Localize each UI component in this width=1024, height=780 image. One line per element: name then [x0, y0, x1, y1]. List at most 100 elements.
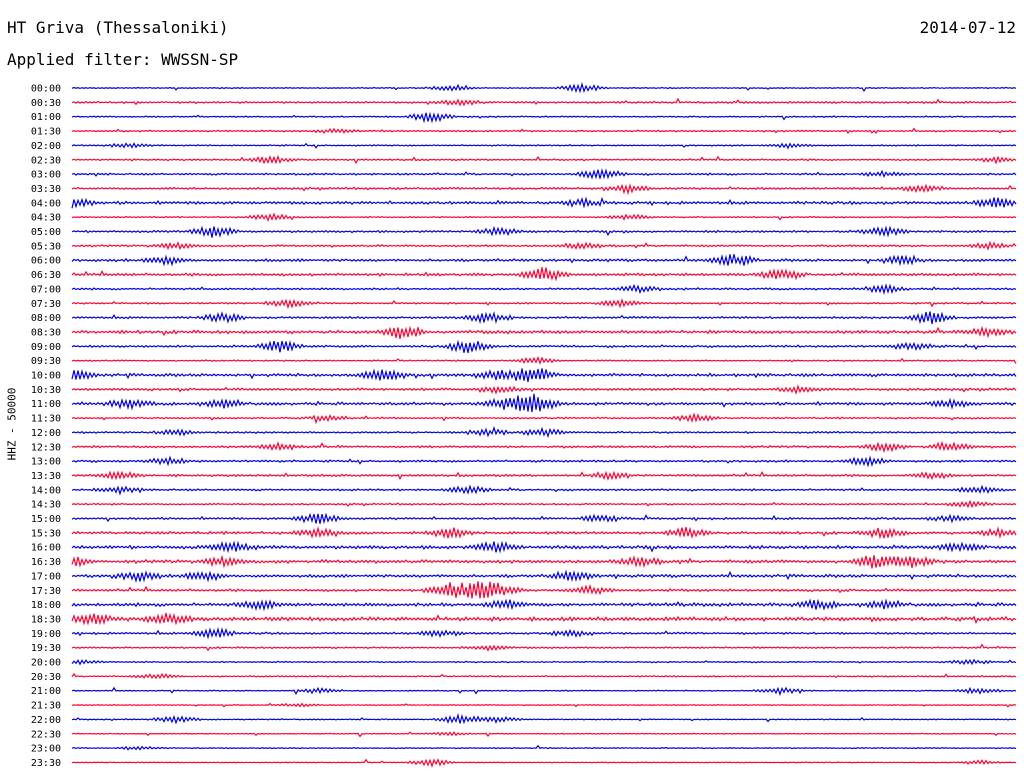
seismogram-trace: [71, 267, 1017, 282]
time-tick-label: 03:30: [31, 184, 61, 195]
seismogram-trace: [71, 368, 1017, 383]
time-tick-label: 06:00: [31, 256, 61, 267]
time-tick-label: 01:30: [31, 127, 61, 138]
seismogram-trace: [71, 154, 1017, 165]
seismogram-trace: [71, 512, 1017, 525]
time-tick-label: 13:00: [31, 457, 61, 468]
seismogram-trace: [71, 225, 1017, 239]
seismogram-trace: [71, 253, 1017, 267]
time-tick-label: 03:00: [31, 170, 61, 181]
time-tick-label: 16:30: [31, 557, 61, 568]
seismogram-trace: [71, 97, 1017, 107]
seismogram-trace: [71, 672, 1017, 680]
time-tick-label: 06:30: [31, 270, 61, 281]
seismogram-traces: [71, 81, 1017, 768]
time-tick-label: 12:00: [31, 428, 61, 439]
seismogram-trace: [71, 298, 1017, 310]
seismogram-trace: [71, 712, 1017, 725]
seismogram-trace: [71, 626, 1017, 640]
time-tick-label: 14:30: [31, 500, 61, 511]
time-tick-label: 17:00: [31, 571, 61, 582]
time-tick-label: 08:00: [31, 313, 61, 324]
time-tick-label: 22:00: [31, 715, 61, 726]
seismogram-trace: [71, 283, 1017, 296]
seismogram-trace: [71, 196, 1017, 209]
seismogram-trace: [71, 569, 1017, 584]
time-tick-label: 11:00: [31, 399, 61, 410]
time-tick-label: 18:30: [31, 614, 61, 625]
time-tick-label: 05:00: [31, 227, 61, 238]
date-label: 2014-07-12: [919, 18, 1016, 37]
time-tick-label: 16:00: [31, 543, 61, 554]
time-tick-label: 08:30: [31, 327, 61, 338]
time-tick-label: 11:30: [31, 414, 61, 425]
time-tick-label: 20:00: [31, 658, 61, 669]
time-tick-label: 02:30: [31, 155, 61, 166]
time-tick-label: 21:30: [31, 701, 61, 712]
seismogram-trace: [71, 142, 1017, 150]
time-tick-label: 07:00: [31, 284, 61, 295]
seismogram-trace: [71, 384, 1017, 395]
seismogram-trace: [71, 425, 1017, 439]
station-title: HT Griva (Thessaloniki): [7, 18, 229, 37]
seismogram-trace: [71, 111, 1017, 124]
seismogram-trace: [71, 484, 1017, 496]
seismogram-trace: [71, 311, 1017, 325]
time-tick-label: 19:00: [31, 629, 61, 640]
seismogram-trace: [71, 540, 1017, 554]
time-tick-label: 15:00: [31, 514, 61, 525]
seismogram-trace: [71, 127, 1017, 135]
time-tick-label: 04:00: [31, 198, 61, 209]
time-tick-label: 19:30: [31, 643, 61, 654]
time-tick-label: 23:30: [31, 758, 61, 769]
time-tick-label: 09:30: [31, 356, 61, 367]
time-tick-label: 15:30: [31, 528, 61, 539]
seismogram-trace: [71, 658, 1017, 666]
time-tick-label: 21:00: [31, 686, 61, 697]
filter-label: Applied filter: WWSSN-SP: [7, 50, 239, 69]
time-tick-label: 00:30: [31, 98, 61, 109]
time-tick-label: 23:00: [31, 744, 61, 755]
seismogram-trace: [71, 455, 1017, 468]
time-tick-label: 00:00: [31, 84, 61, 95]
seismogram-trace: [71, 167, 1017, 180]
seismogram-trace: [71, 393, 1017, 413]
time-tick-label: 17:30: [31, 586, 61, 597]
time-tick-label: 10:00: [31, 371, 61, 382]
seismogram-trace: [71, 554, 1017, 569]
time-tick-label: 20:30: [31, 672, 61, 683]
time-tick-label: 12:30: [31, 442, 61, 453]
time-tick-label: 18:00: [31, 600, 61, 611]
seismogram-trace: [71, 412, 1017, 425]
time-tick-label: 14:00: [31, 485, 61, 496]
seismogram-trace: [71, 643, 1017, 652]
time-tick-label: 22:30: [31, 729, 61, 740]
seismogram-trace: [71, 212, 1017, 223]
time-tick-label: 02:00: [31, 141, 61, 152]
seismogram-trace: [71, 81, 1017, 94]
seismogram-trace: [71, 525, 1017, 540]
seismogram-trace: [71, 581, 1017, 599]
time-tick-labels: 00:00 00:30 01:00 01:30 02:00 02:30 03:00 03:30…: [31, 84, 61, 769]
seismogram-trace: [71, 470, 1017, 481]
time-tick-label: 10:30: [31, 385, 61, 396]
seismogram-trace: [71, 744, 1017, 751]
time-tick-label: 09:00: [31, 342, 61, 353]
seismogram-trace: [71, 325, 1017, 340]
seismogram-trace: [71, 240, 1017, 251]
time-tick-label: 07:30: [31, 299, 61, 310]
seismogram-trace: [71, 440, 1017, 454]
seismogram-trace: [71, 339, 1017, 354]
seismogram-trace: [71, 731, 1017, 738]
seismogram-trace: [71, 499, 1017, 509]
seismogram-trace: [71, 758, 1017, 768]
seismogram-trace: [71, 183, 1017, 196]
seismogram-trace: [71, 356, 1017, 365]
time-tick-label: 13:30: [31, 471, 61, 482]
time-tick-label: 01:00: [31, 112, 61, 123]
seismogram-trace: [71, 598, 1017, 612]
time-tick-label: 05:30: [31, 241, 61, 252]
seismogram-trace: [71, 686, 1017, 697]
seismogram-trace: [71, 702, 1017, 708]
